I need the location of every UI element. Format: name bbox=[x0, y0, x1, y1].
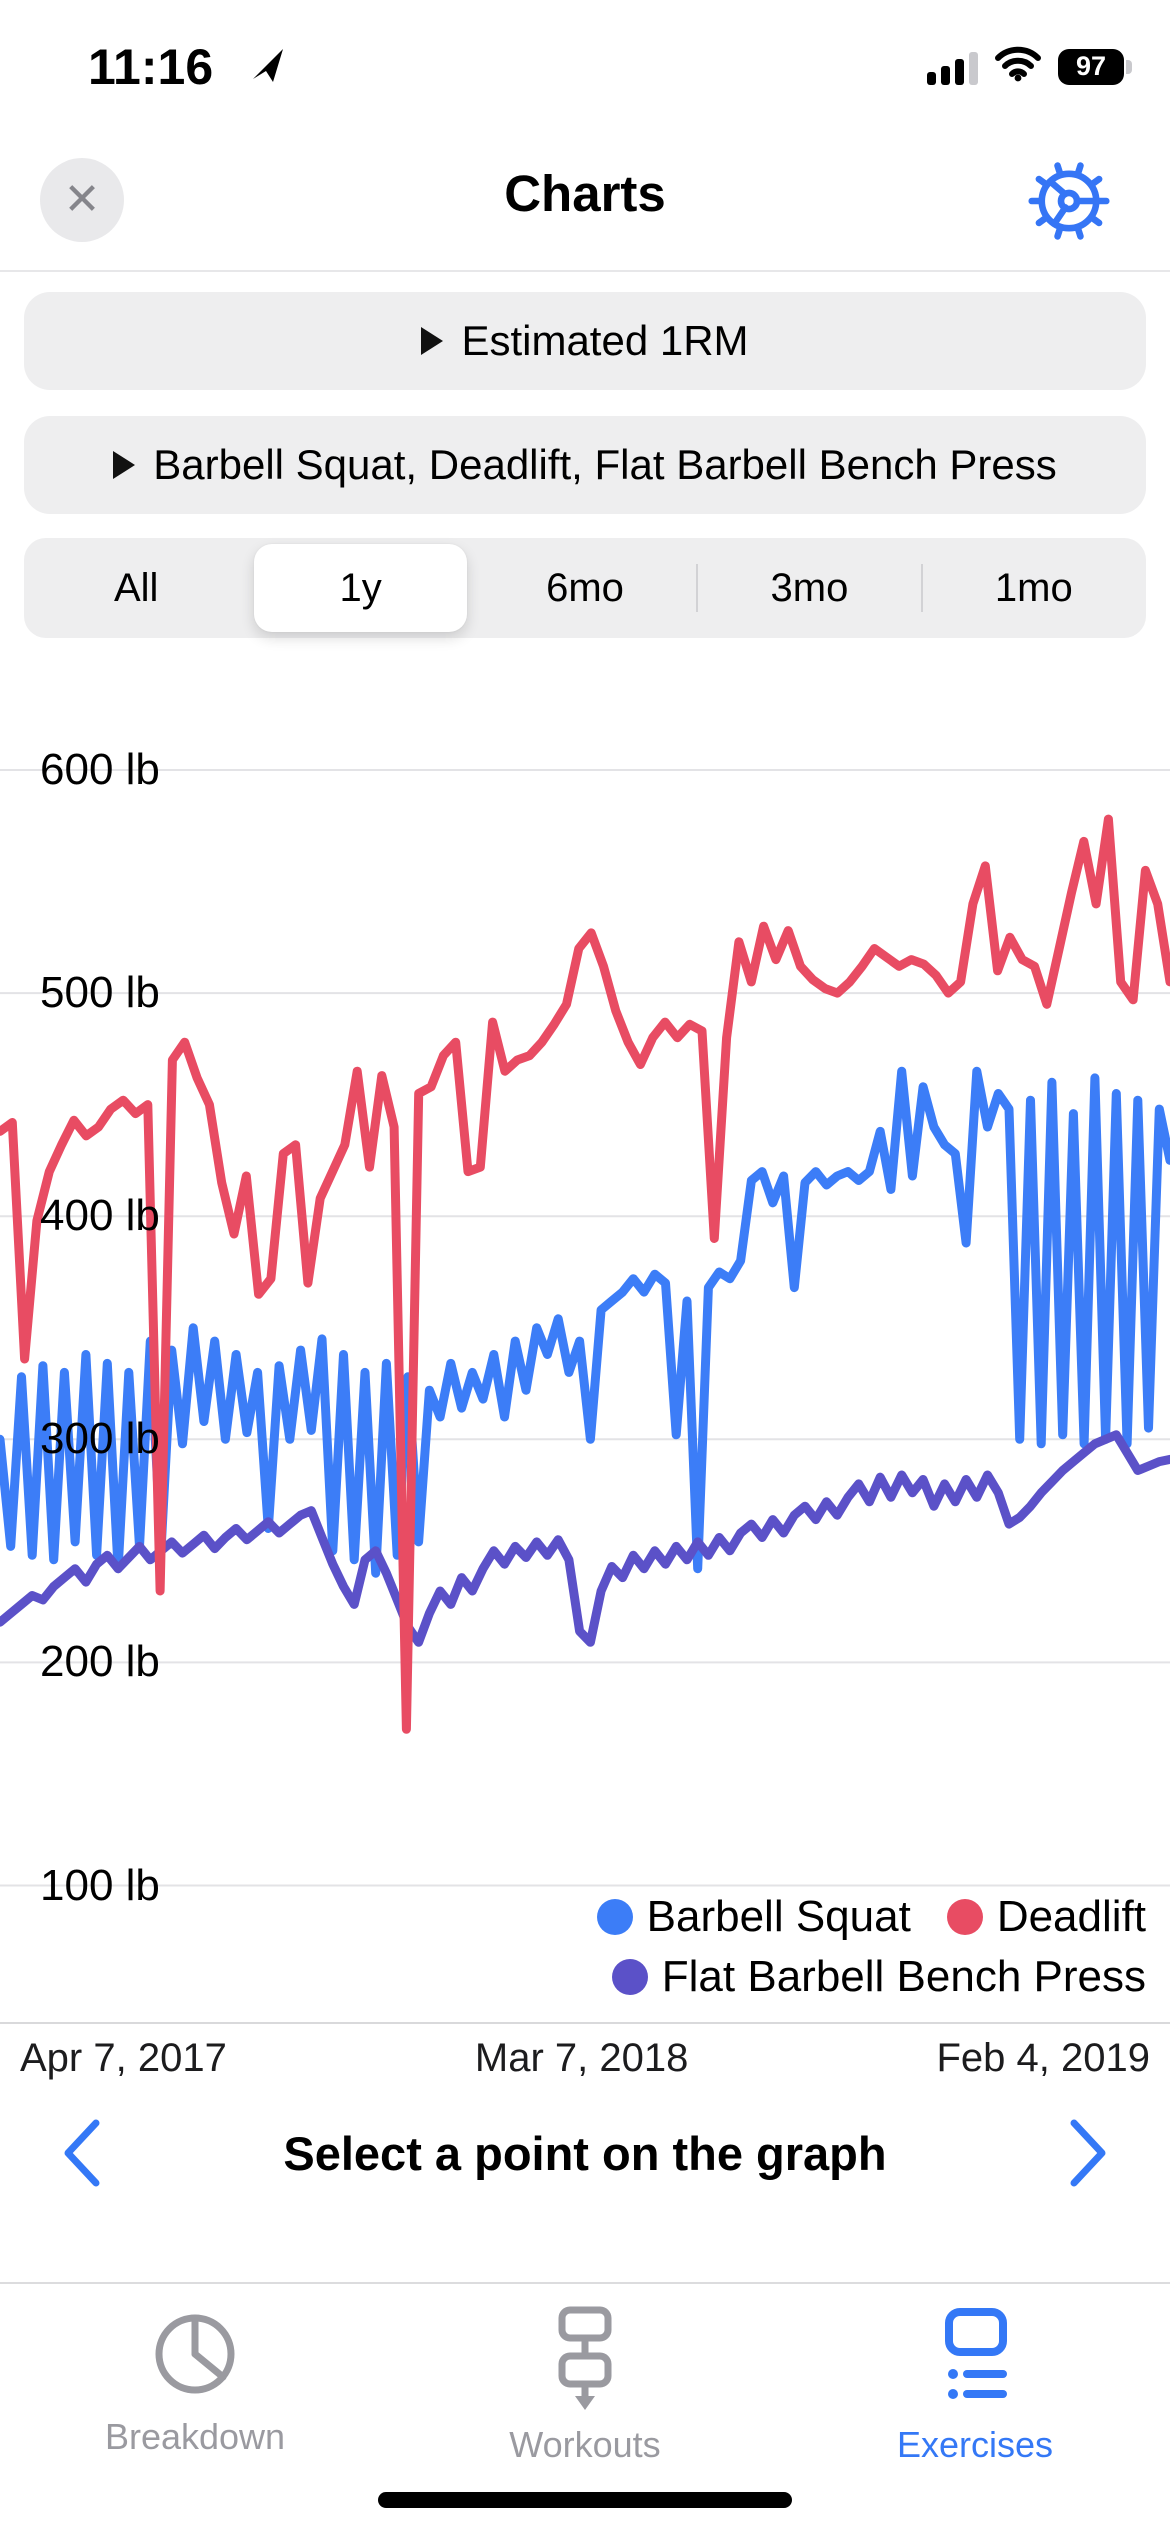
previous-point-button[interactable] bbox=[52, 2118, 112, 2188]
x-axis-labels: Apr 7, 2017 Mar 7, 2018 Feb 4, 2019 bbox=[20, 2036, 1150, 2081]
tab-label-exercises: Exercises bbox=[896, 2424, 1054, 2465]
x-label-mid: Mar 7, 2018 bbox=[474, 2036, 689, 2080]
close-button[interactable]: ✕ bbox=[40, 158, 124, 242]
selected-segment-pill bbox=[254, 544, 467, 632]
location-arrow-icon bbox=[248, 46, 288, 91]
chart-legend: Barbell Squat Deadlift Flat Barbell Benc… bbox=[575, 1892, 1146, 2002]
home-indicator[interactable] bbox=[378, 2492, 792, 2508]
workout-flow-icon bbox=[558, 2306, 612, 2410]
clock: 11:16 bbox=[88, 39, 214, 95]
chart-settings-button[interactable] bbox=[1024, 156, 1114, 246]
status-bar: 11:16 97 bbox=[0, 0, 1170, 130]
y-axis-label: 200 lb bbox=[40, 1637, 160, 1687]
y-axis-label: 600 lb bbox=[40, 745, 160, 794]
date-range-segmented-control: All 1y 6mo 3mo 1mo bbox=[24, 538, 1146, 638]
legend-dot-squat bbox=[596, 1899, 633, 1935]
exercise-filter-label: Barbell Squat, Deadlift, Flat Barbell Be… bbox=[153, 441, 1057, 488]
pie-chart-icon bbox=[155, 2314, 235, 2394]
x-label-start: Apr 7, 2017 bbox=[20, 2036, 227, 2080]
y-axis-label: 400 lb bbox=[40, 1191, 160, 1241]
tab-exercises[interactable]: Exercises bbox=[780, 2284, 1170, 2532]
gear-icon bbox=[1028, 162, 1110, 240]
range-option-1mo[interactable]: 1mo bbox=[920, 538, 1146, 638]
metric-filter-label: Estimated 1RM bbox=[461, 317, 749, 364]
legend-item-squat: Barbell Squat bbox=[596, 1892, 911, 1942]
status-bar-right: 97 bbox=[927, 46, 1132, 87]
y-axis-label: 300 lb bbox=[40, 1414, 160, 1464]
x-axis-line bbox=[0, 2022, 1170, 2024]
legend-item-bench: Flat Barbell Bench Press bbox=[611, 1952, 1146, 2002]
y-axis-label: 100 lb bbox=[40, 1860, 160, 1910]
cellular-signal-icon bbox=[927, 49, 978, 85]
legend-dot-bench bbox=[611, 1959, 648, 1995]
battery-percent: 97 bbox=[1075, 51, 1107, 81]
close-icon: ✕ bbox=[63, 175, 101, 224]
tab-bar: Breakdown Workouts Exercises bbox=[0, 2282, 1170, 2532]
x-label-end: Feb 4, 2019 bbox=[936, 2036, 1150, 2080]
line-chart[interactable] bbox=[0, 740, 1170, 2022]
point-selector-row: Select a point on the graph bbox=[0, 2098, 1170, 2208]
disclosure-triangle-icon bbox=[421, 327, 444, 355]
tab-workouts[interactable]: Workouts bbox=[390, 2284, 780, 2532]
disclosure-triangle-icon bbox=[113, 451, 136, 479]
wifi-icon bbox=[994, 46, 1042, 87]
chart-plot-area[interactable] bbox=[0, 740, 1170, 2022]
exercise-filter-button[interactable]: Barbell Squat, Deadlift, Flat Barbell Be… bbox=[24, 416, 1146, 514]
range-option-1y[interactable]: 1y bbox=[339, 565, 382, 610]
battery-icon: 97 bbox=[1058, 48, 1132, 85]
header: ✕ Charts bbox=[0, 130, 1170, 272]
range-option-3mo[interactable]: 3mo bbox=[696, 538, 921, 638]
y-axis-label: 500 lb bbox=[40, 968, 160, 1018]
chevron-left-icon bbox=[64, 2119, 100, 2187]
exercise-list-icon bbox=[945, 2308, 1007, 2399]
tab-label-breakdown: Breakdown bbox=[104, 2416, 286, 2457]
tab-breakdown[interactable]: Breakdown bbox=[0, 2284, 390, 2532]
chevron-right-icon bbox=[1070, 2119, 1106, 2187]
next-point-button[interactable] bbox=[1058, 2118, 1118, 2188]
select-point-prompt: Select a point on the graph bbox=[283, 2126, 887, 2180]
page-title: Charts bbox=[504, 165, 666, 222]
tab-label-workouts: Workouts bbox=[509, 2424, 661, 2465]
legend-dot-deadlift bbox=[946, 1899, 983, 1935]
metric-filter-button[interactable]: Estimated 1RM bbox=[24, 292, 1146, 390]
range-option-all[interactable]: All bbox=[113, 565, 159, 610]
range-option-6mo[interactable]: 6mo bbox=[546, 565, 624, 610]
legend-item-deadlift: Deadlift bbox=[946, 1892, 1146, 1942]
